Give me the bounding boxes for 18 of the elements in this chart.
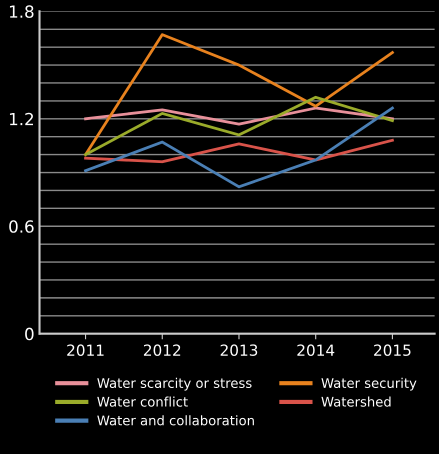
legend-label: Watershed (321, 396, 391, 407)
legend-label: Water security (321, 378, 416, 391)
line-series (84, 33, 394, 156)
y-tick-label: 0 (25, 328, 34, 340)
legend-label: Water scarcity or stress (97, 378, 252, 391)
line-series (84, 96, 394, 156)
line-series (84, 138, 394, 164)
legend-label: Water and collaboration (97, 415, 254, 426)
x-tick-label: 2012 (144, 344, 180, 356)
y-tick-label: 1.8 (10, 5, 34, 18)
x-tick-label: 2014 (297, 344, 334, 356)
x-tick-label: 2011 (67, 344, 104, 356)
y-tick-label: 1.2 (10, 112, 33, 126)
x-tick-label: 2015 (374, 344, 411, 356)
legend-label: Water conflict (97, 396, 188, 407)
y-tick-label: 0.6 (9, 220, 34, 233)
line-series (84, 106, 394, 188)
x-tick-label: 2013 (220, 344, 258, 356)
